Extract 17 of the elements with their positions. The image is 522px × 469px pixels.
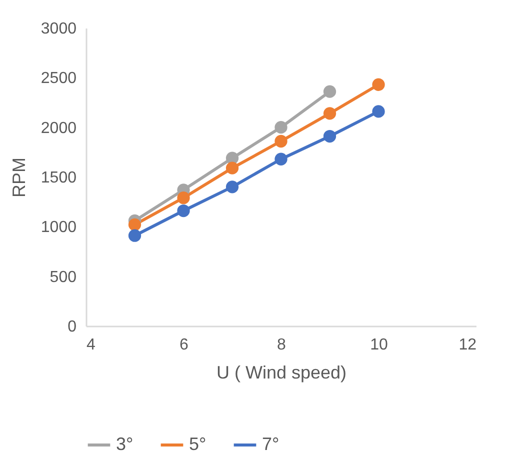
legend-label: 3° <box>116 434 134 454</box>
y-tick-label: 2500 <box>40 70 77 88</box>
y-tick-label: 3000 <box>40 20 77 38</box>
y-tick-label: 0 <box>68 318 77 336</box>
legend-label: 5° <box>189 434 206 454</box>
x-tick-label: 12 <box>458 336 477 354</box>
x-tick-label: 4 <box>86 336 96 354</box>
x-axis-title: U ( Wind speed) <box>216 362 347 382</box>
legend-label: 7° <box>262 434 280 454</box>
x-tick-label: 6 <box>180 336 189 354</box>
y-tick-label: 2000 <box>40 120 77 137</box>
x-tick-label: 8 <box>277 336 286 354</box>
y-tick-label: 500 <box>50 268 77 286</box>
x-tick-label: 10 <box>370 336 388 354</box>
y-tick-label: 1000 <box>40 219 77 236</box>
y-tick-label: 1500 <box>40 170 77 186</box>
y-axis-title: RPM <box>8 158 29 198</box>
